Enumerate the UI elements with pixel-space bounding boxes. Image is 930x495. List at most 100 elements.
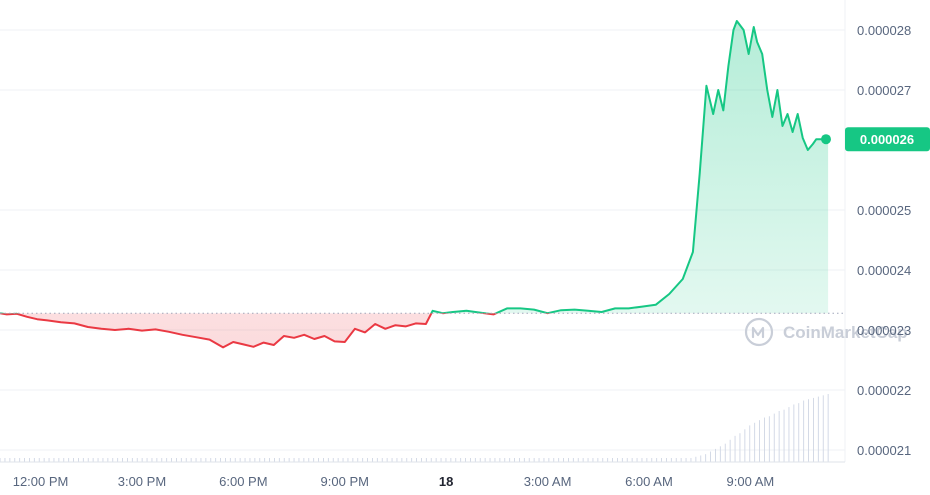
- volume-bar: [391, 458, 393, 462]
- y-tick-label: 0.000022: [857, 383, 911, 398]
- volume-bar: [185, 458, 187, 462]
- volume-bar: [734, 435, 736, 462]
- volume-bar: [548, 458, 550, 462]
- volume-bar: [122, 458, 123, 462]
- volume-bar: [323, 458, 324, 462]
- volume-bar: [685, 458, 687, 462]
- volume-bar: [572, 458, 574, 462]
- volume-bar: [303, 458, 305, 462]
- current-price-label: 0.000026: [860, 132, 914, 147]
- volume-bar: [131, 458, 133, 462]
- volume-bar: [744, 429, 746, 462]
- x-tick-label: 12:00 PM: [13, 474, 69, 489]
- volume-bar: [33, 458, 35, 462]
- volume-bar: [372, 458, 373, 462]
- volume-bar: [705, 454, 707, 462]
- volume-bar: [259, 458, 261, 462]
- volume-bar: [499, 458, 501, 462]
- volume-bar: [700, 455, 702, 462]
- volume-bar: [729, 439, 731, 462]
- volume-bar: [465, 458, 466, 462]
- volume-bar: [773, 413, 775, 462]
- volume-bar: [210, 458, 212, 462]
- volume-bar: [141, 458, 143, 462]
- volume-bar: [568, 458, 569, 462]
- volume-bar: [127, 458, 128, 462]
- volume-bar: [239, 458, 241, 462]
- volume-bar: [514, 458, 515, 462]
- volume-bar: [225, 458, 226, 462]
- volume-bar: [352, 458, 354, 462]
- volume-bar: [117, 458, 119, 462]
- volume-bar: [396, 458, 398, 462]
- volume-bar: [612, 458, 613, 462]
- volume-bar: [602, 458, 604, 462]
- volume-bar: [582, 458, 584, 462]
- volume-bar: [768, 416, 770, 462]
- volume-bar: [58, 458, 60, 462]
- volume-bar: [440, 458, 442, 462]
- volume-bar: [97, 458, 99, 462]
- volume-bar: [43, 458, 45, 462]
- volume-bar: [798, 403, 800, 462]
- volume-bar: [63, 458, 65, 462]
- volume-bar: [318, 458, 319, 462]
- volume-bar: [563, 458, 564, 462]
- volume-bar: [509, 458, 511, 462]
- volume-bar: [376, 458, 378, 462]
- volume-bar: [813, 397, 814, 462]
- volume-bar: [670, 458, 672, 462]
- price-area-fills: [0, 21, 829, 348]
- coinmarketcap-logo-mark: [751, 326, 765, 339]
- volume-bar: [754, 422, 756, 462]
- price-line-up: [0, 20, 829, 314]
- volume-bar: [29, 458, 30, 462]
- volume-bar: [719, 446, 721, 462]
- x-tick-label: 6:00 PM: [219, 474, 267, 489]
- volume-bar: [474, 458, 476, 462]
- volume-bar: [220, 458, 221, 462]
- volume-bar: [102, 458, 104, 462]
- volume-bar: [783, 409, 785, 462]
- volume-bar: [332, 458, 334, 462]
- volume-bar: [636, 458, 638, 462]
- volume-bar: [470, 458, 471, 462]
- volume-bar: [288, 458, 290, 462]
- volume-bar: [749, 425, 751, 462]
- volume-bar: [112, 458, 114, 462]
- volume-bar: [264, 458, 266, 462]
- volume-bar: [92, 458, 94, 462]
- volume-bars: [0, 394, 829, 462]
- volume-bar: [739, 433, 741, 462]
- volume-bar: [543, 458, 545, 462]
- volume-bar: [367, 458, 368, 462]
- volume-bar: [9, 458, 11, 462]
- volume-bar: [53, 458, 55, 462]
- volume-bar: [489, 458, 491, 462]
- volume-bar: [587, 458, 589, 462]
- volume-bar: [607, 458, 609, 462]
- volume-bar: [538, 458, 540, 462]
- volume-bar: [641, 458, 643, 462]
- volume-bar: [229, 458, 231, 462]
- price-lines: [0, 20, 829, 349]
- volume-bar: [406, 458, 408, 462]
- volume-bar: [151, 458, 153, 462]
- volume-bar: [19, 458, 21, 462]
- volume-bar: [327, 458, 329, 462]
- volume-bar: [87, 458, 89, 462]
- volume-bar: [269, 458, 270, 462]
- current-price-dot: [821, 134, 831, 145]
- volume-bar: [724, 443, 726, 462]
- volume-bar: [136, 458, 138, 462]
- volume-bar: [24, 458, 25, 462]
- volume-bar: [764, 417, 765, 462]
- volume-bar: [528, 458, 530, 462]
- y-tick-label: 0.000027: [857, 83, 911, 98]
- volume-bar: [690, 458, 692, 462]
- volume-bar: [68, 458, 70, 462]
- volume-bar: [651, 458, 653, 462]
- x-tick-label: 18: [439, 474, 453, 489]
- volume-bar: [249, 458, 251, 462]
- volume-bar: [73, 458, 74, 462]
